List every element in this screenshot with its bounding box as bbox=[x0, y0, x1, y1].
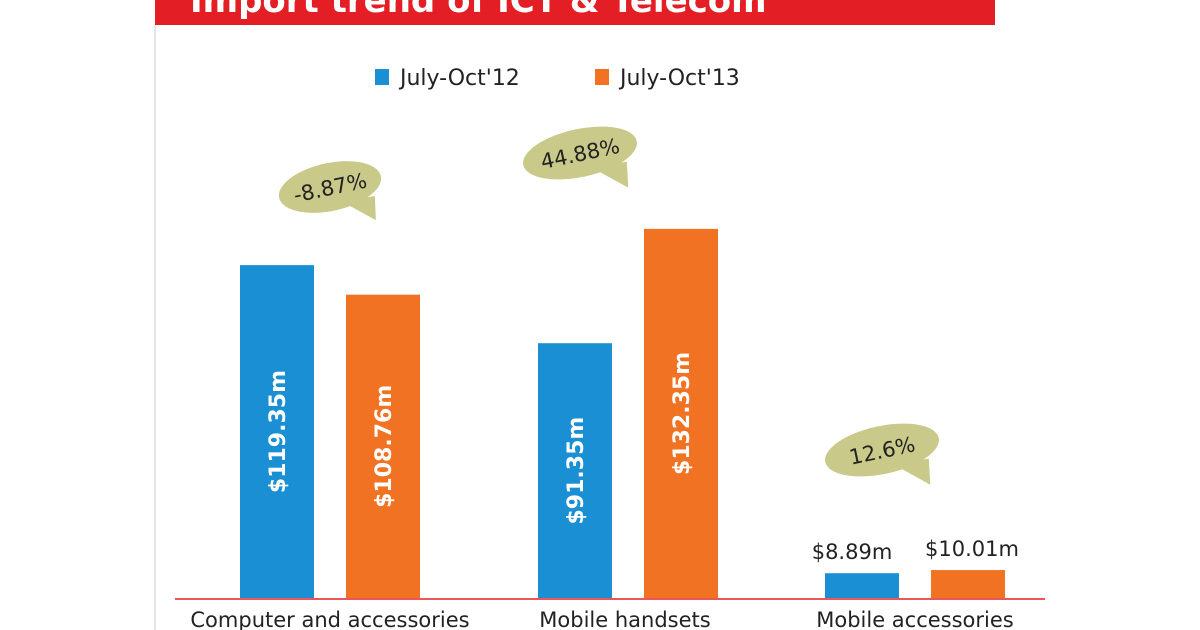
bar-value-label-1-cat-2: $91.35m bbox=[564, 417, 589, 525]
bar-value-label-2-cat-2: $132.35m bbox=[670, 352, 695, 475]
bar-value-label-2-cat-3: $10.01m bbox=[925, 537, 1019, 561]
category-label-3: Mobile accessories bbox=[816, 608, 1014, 630]
category-label-1: Computer and accessories bbox=[190, 608, 469, 630]
annotation-bubble-2: 44.88% bbox=[523, 126, 637, 188]
bar-2-cat-1 bbox=[346, 294, 420, 598]
legend-label-series-2: July-Oct'13 bbox=[618, 66, 740, 91]
bar-2-cat-2 bbox=[644, 228, 718, 599]
legend-swatch-series-2 bbox=[595, 69, 609, 85]
bar-1-cat-1 bbox=[240, 265, 314, 598]
bar-2-cat-3 bbox=[931, 570, 1005, 598]
annotation-bubble-3: 12.6% bbox=[825, 423, 939, 485]
legend-swatch-series-1 bbox=[375, 69, 389, 85]
legend-label-series-1: July-Oct'12 bbox=[398, 66, 520, 91]
bar-value-label-2-cat-1: $108.76m bbox=[372, 385, 397, 508]
category-label-2: Mobile handsets bbox=[539, 608, 710, 630]
annotation-bubble-1: -8.87% bbox=[278, 161, 382, 221]
bar-1-cat-3 bbox=[825, 573, 899, 598]
chart-title: Import trend of ICT & Telecom bbox=[190, 0, 767, 21]
bars-layer: $119.35m $108.76m Computer and accessories… bbox=[190, 228, 1019, 630]
bar-value-label-1-cat-3: $8.89m bbox=[812, 540, 893, 564]
bar-1-cat-2 bbox=[538, 343, 612, 598]
bar-value-label-1-cat-1: $119.35m bbox=[266, 370, 291, 493]
title-bar bbox=[155, 0, 995, 25]
